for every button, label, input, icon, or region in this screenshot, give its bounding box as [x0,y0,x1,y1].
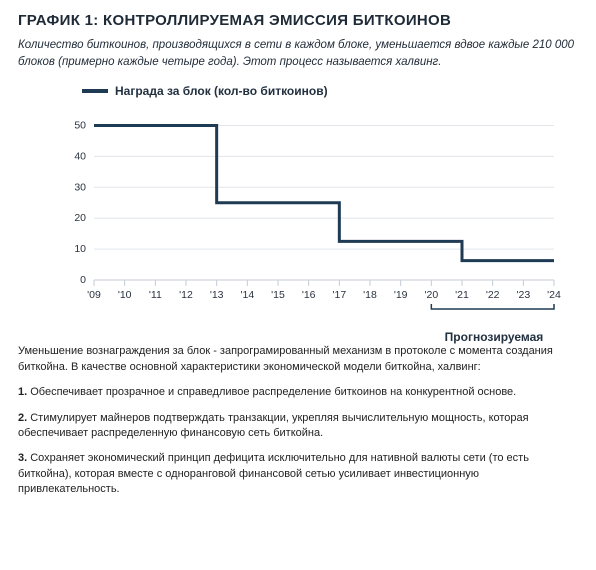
svg-text:'17: '17 [332,289,346,301]
bullet-item: 3. Сохраняет экономический принцип дефиц… [18,451,578,497]
legend: Награда за блок (кол-во биткоинов) [82,84,578,98]
svg-text:20: 20 [74,213,86,225]
svg-text:'20: '20 [424,289,438,301]
chart-subtitle: Количество биткоинов, производящихся в с… [18,37,578,70]
svg-text:'22: '22 [486,289,500,301]
svg-text:'10: '10 [118,289,132,301]
chart-title: ГРАФИК 1: КОНТРОЛЛИРУЕМАЯ ЭМИССИЯ БИТКОИ… [18,12,578,29]
svg-text:10: 10 [74,243,86,255]
body-intro: Уменьшение вознаграждения за блок - запр… [18,344,578,375]
legend-label: Награда за блок (кол-во биткоинов) [115,84,328,98]
forecast-label: Прогнозируемая [445,330,544,344]
svg-text:'15: '15 [271,289,285,301]
svg-text:'12: '12 [179,289,193,301]
svg-text:'09: '09 [87,289,101,301]
svg-text:'19: '19 [394,289,408,301]
svg-text:0: 0 [80,274,86,286]
step-chart: 0 10 20 30 40 50 '09 '10 '11 '12 '13 '14 '15 '16 '17 '1… [58,106,564,330]
svg-text:'21: '21 [455,289,469,301]
legend-swatch [82,89,108,93]
svg-text:'13: '13 [210,289,224,301]
svg-text:'18: '18 [363,289,377,301]
svg-text:40: 40 [74,151,86,163]
svg-text:'23: '23 [516,289,530,301]
chart-container: Награда за блок (кол-во биткоинов) 0 10 20… [18,84,578,330]
svg-text:50: 50 [74,120,86,132]
bullet-item: 1. Обеспечивает прозрачное и справедливо… [18,385,578,400]
svg-text:30: 30 [74,182,86,194]
svg-text:'16: '16 [302,289,316,301]
svg-text:'11: '11 [149,289,162,301]
bullet-item: 2. Стимулирует майнеров подтверждать тра… [18,411,578,442]
svg-text:'24: '24 [547,289,561,301]
svg-text:'14: '14 [240,289,254,301]
